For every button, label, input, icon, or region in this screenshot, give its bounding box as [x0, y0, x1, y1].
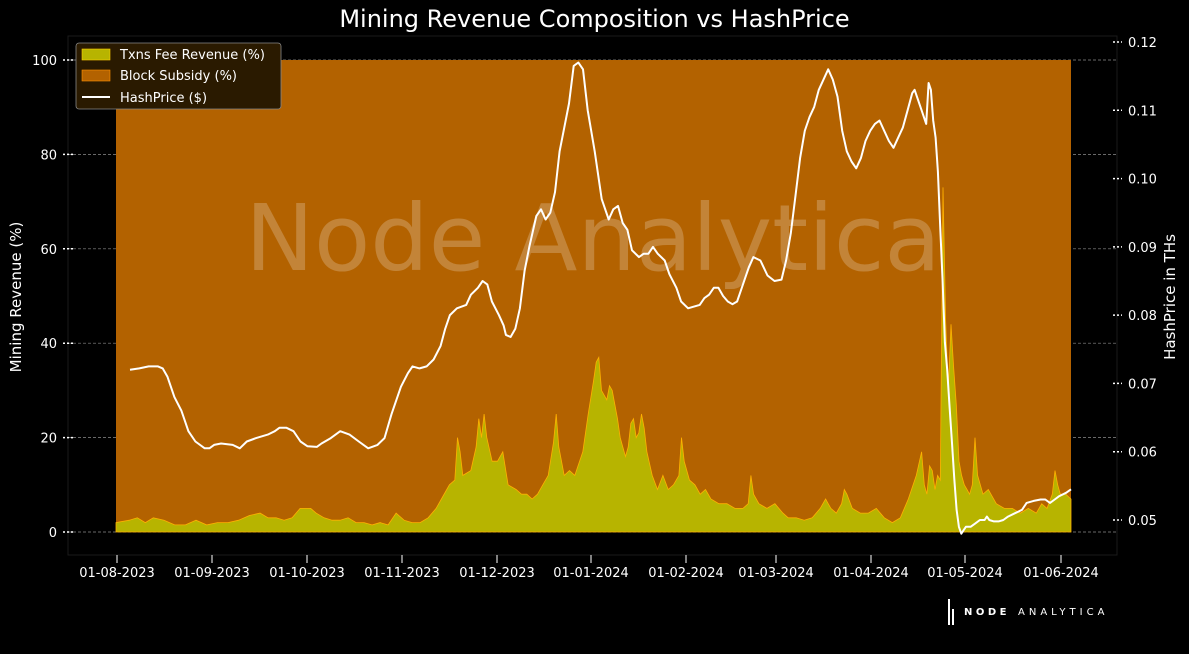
- y-tick-label: 0: [49, 526, 57, 541]
- legend-label-fee: Txns Fee Revenue (%): [119, 48, 265, 63]
- y-tick-label: 80: [40, 148, 57, 163]
- y2-tick-label: 0.11: [1128, 104, 1157, 119]
- x-tick-label: 01-03-2024: [738, 566, 814, 581]
- brand-logo: NODE ANALYTICA: [948, 598, 1108, 626]
- brand-mark-icon: [948, 599, 958, 625]
- y2-tick-label: 0.09: [1128, 241, 1157, 256]
- line-layer: [129, 61, 1072, 535]
- x-tick-label: 01-06-2024: [1023, 566, 1099, 581]
- x-tick-label: 01-08-2023: [79, 566, 155, 581]
- y2-tick-label: 0.05: [1128, 514, 1157, 529]
- legend-swatch-subsidy: [81, 69, 111, 82]
- y-tick-label: 20: [40, 432, 57, 447]
- y-axis-label: Mining Revenue (%): [7, 222, 25, 373]
- y2-axis-label: HashPrice in THs: [1161, 234, 1179, 360]
- hashprice-line: [129, 61, 1072, 535]
- y2-tick-label: 0.08: [1128, 309, 1157, 324]
- legend-label-subsidy: Block Subsidy (%): [120, 69, 237, 84]
- x-tick-label: 01-04-2024: [833, 566, 909, 581]
- x-tick-label: 01-10-2023: [269, 566, 345, 581]
- legend-swatch-fee: [81, 48, 111, 61]
- axis-layer: 0 20 40 60 80 100 0.05 0.06 0.07 0.08 0.09 0.10 0.11…: [32, 36, 1157, 581]
- y2-tick-label: 0.07: [1128, 377, 1157, 392]
- x-tick-label: 01-09-2023: [174, 566, 250, 581]
- y-tick-label: 60: [40, 243, 57, 258]
- y2-tick-label: 0.06: [1128, 446, 1157, 461]
- chart-title: Mining Revenue Composition vs HashPrice: [339, 5, 850, 33]
- plot-frame: [67, 35, 1118, 556]
- watermark: Node Analytica: [245, 185, 941, 292]
- y2-tick-label: 0.12: [1128, 36, 1157, 51]
- x-tick-label: 01-05-2024: [927, 566, 1003, 581]
- x-tick-label: 01-11-2023: [364, 566, 440, 581]
- fee-area: [115, 187, 1072, 533]
- x-tick-label: 01-02-2024: [648, 566, 724, 581]
- y-tick-label: 40: [40, 337, 57, 352]
- legend-box: [75, 42, 282, 110]
- grid-layer: [67, 35, 1118, 556]
- brand-name-light: ANALYTICA: [1018, 606, 1109, 618]
- x-tick-label: 01-01-2024: [553, 566, 629, 581]
- y-tick-label: 100: [32, 54, 57, 69]
- x-tick-label: 01-12-2023: [459, 566, 535, 581]
- legend: Txns Fee Revenue (%) Block Subsidy (%) H…: [75, 42, 282, 110]
- y2-tick-label: 0.10: [1128, 173, 1157, 188]
- brand-name-bold: NODE: [964, 606, 1011, 618]
- area-layer: [115, 60, 1072, 533]
- legend-label-hashprice: HashPrice ($): [120, 91, 207, 106]
